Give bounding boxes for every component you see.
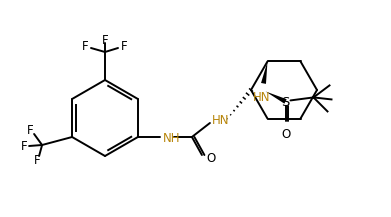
- Text: O: O: [206, 153, 215, 166]
- Text: F: F: [34, 153, 40, 166]
- Text: NH: NH: [163, 132, 180, 145]
- Text: S: S: [281, 96, 290, 109]
- Text: F: F: [102, 33, 108, 46]
- Text: F: F: [27, 125, 33, 138]
- Polygon shape: [265, 91, 287, 104]
- Polygon shape: [261, 61, 267, 84]
- Text: HN: HN: [253, 91, 270, 104]
- Text: HN: HN: [212, 113, 230, 127]
- Text: F: F: [121, 41, 127, 54]
- Text: F: F: [82, 41, 88, 54]
- Text: O: O: [282, 128, 291, 141]
- Text: F: F: [21, 140, 27, 153]
